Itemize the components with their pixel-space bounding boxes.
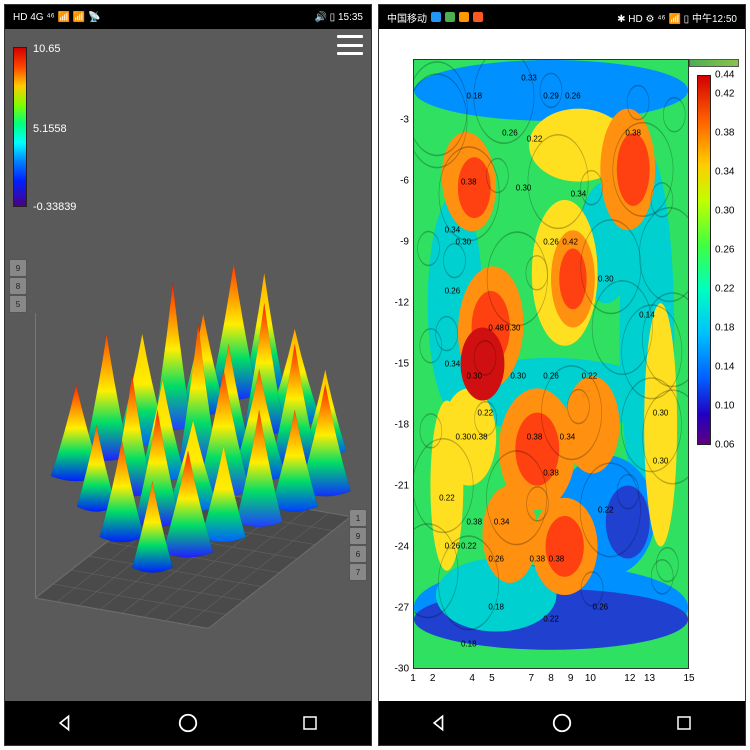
tool-button[interactable]: 9 — [9, 259, 27, 277]
y-tick: -18 — [395, 420, 409, 431]
surface-plot[interactable] — [5, 169, 371, 661]
x-tick: 13 — [644, 673, 655, 684]
contour-plot[interactable]: 0.330.290.260.180.260.220.380.380.300.34… — [413, 59, 689, 669]
x-tick: 10 — [585, 673, 596, 684]
menu-icon[interactable] — [711, 35, 737, 55]
recent-button[interactable] — [292, 705, 328, 741]
colorbar-tick: 0.26 — [715, 245, 734, 256]
y-tick: -21 — [395, 481, 409, 492]
colorbar-tick: 0.34 — [715, 167, 734, 178]
y-tick: -15 — [395, 359, 409, 370]
tool-button[interactable]: 5 — [9, 295, 27, 313]
tool-button[interactable]: 8 — [9, 277, 27, 295]
status-left-text: HD 4G ⁴⁶ 📶 📶 📡 — [13, 12, 100, 23]
colorbar-tick: 0.14 — [715, 362, 734, 373]
nav-bar — [5, 701, 371, 745]
y-tick: -24 — [395, 542, 409, 553]
colorbar-min: -0.33839 — [33, 201, 76, 213]
x-tick: 2 — [430, 673, 436, 684]
back-button[interactable] — [422, 705, 458, 741]
nav-bar — [379, 701, 745, 745]
home-button[interactable] — [544, 705, 580, 741]
colorbar-tick: 0.22 — [715, 284, 734, 295]
mini-app-icon — [445, 12, 455, 22]
colorbar-mid: 5.1558 — [33, 123, 67, 135]
colorbar-tick: 0.10 — [715, 401, 734, 412]
colorbar-gradient — [13, 47, 27, 207]
contour-viewport[interactable]: -3 -6 -9 -12 -15 -18 -21 -24 -27 -30 0.330.290.26… — [379, 29, 745, 701]
status-bar-left: HD 4G ⁴⁶ 📶 📶 📡 🔊 ▯ 15:35 — [5, 5, 371, 29]
left-phone: HD 4G ⁴⁶ 📶 📶 📡 🔊 ▯ 15:35 10.65 5.1558 -0… — [4, 4, 372, 746]
colorbar-gradient-right — [697, 75, 711, 445]
colorbar-tick: 0.06 — [715, 440, 734, 451]
x-tick: 12 — [624, 673, 635, 684]
colorbar-tick: 0.18 — [715, 323, 734, 334]
tool-button[interactable]: 6 — [349, 545, 367, 563]
x-tick: 15 — [683, 673, 694, 684]
status-right-text-r: ✱ HD ⚙ ⁴⁶ 📶 ▯ 中午12:50 — [617, 10, 737, 25]
y-tick: -30 — [395, 664, 409, 675]
x-tick: 7 — [529, 673, 535, 684]
recent-button[interactable] — [666, 705, 702, 741]
surface-viewport[interactable]: 10.65 5.1558 -0.33839 985 1967 — [5, 29, 371, 701]
x-tick: 5 — [489, 673, 495, 684]
colorbar-tick: 0.38 — [715, 128, 734, 139]
colorbar-tick: 0.30 — [715, 206, 734, 217]
colorbar-max: 10.65 — [33, 43, 61, 55]
y-axis-ticks: -3-6-9-12-15-18-21-24-27-30 — [391, 59, 411, 669]
x-tick: 1 — [410, 673, 416, 684]
carrier-text: 中国移动 — [387, 10, 427, 25]
tool-button[interactable]: 7 — [349, 563, 367, 581]
right-side-controls: 1967 — [349, 509, 367, 581]
back-button[interactable] — [48, 705, 84, 741]
mini-app-icon — [431, 12, 441, 22]
y-tick: -12 — [395, 298, 409, 309]
colorbar-left: 10.65 5.1558 -0.33839 — [13, 47, 33, 207]
menu-icon[interactable] — [337, 35, 363, 55]
status-bar-right: 中国移动 ✱ HD ⚙ ⁴⁶ 📶 ▯ 中午12:50 — [379, 5, 745, 29]
x-tick: 4 — [469, 673, 475, 684]
right-phone: 中国移动 ✱ HD ⚙ ⁴⁶ 📶 ▯ 中午12:50 -3-6-9-12-15-… — [378, 4, 746, 746]
colorbar-tick: 0.42 — [715, 89, 734, 100]
y-tick: -9 — [400, 237, 409, 248]
y-tick: -3 — [400, 115, 409, 126]
x-tick: 8 — [548, 673, 554, 684]
home-button[interactable] — [170, 705, 206, 741]
tool-button[interactable]: 1 — [349, 509, 367, 527]
tool-button[interactable]: 9 — [349, 527, 367, 545]
colorbar-tick: 0.44 — [715, 70, 734, 81]
x-axis-ticks: 124578910121315 — [413, 673, 689, 687]
y-tick: -27 — [395, 603, 409, 614]
colorbar-right: 0.440.420.380.340.300.260.220.180.140.10… — [697, 75, 739, 445]
y-tick: -6 — [400, 176, 409, 187]
status-right-text: 🔊 ▯ 15:35 — [314, 12, 363, 23]
mini-app-icon — [473, 12, 483, 22]
left-side-controls: 985 — [9, 259, 27, 313]
mini-app-icon — [459, 12, 469, 22]
x-tick: 9 — [568, 673, 574, 684]
